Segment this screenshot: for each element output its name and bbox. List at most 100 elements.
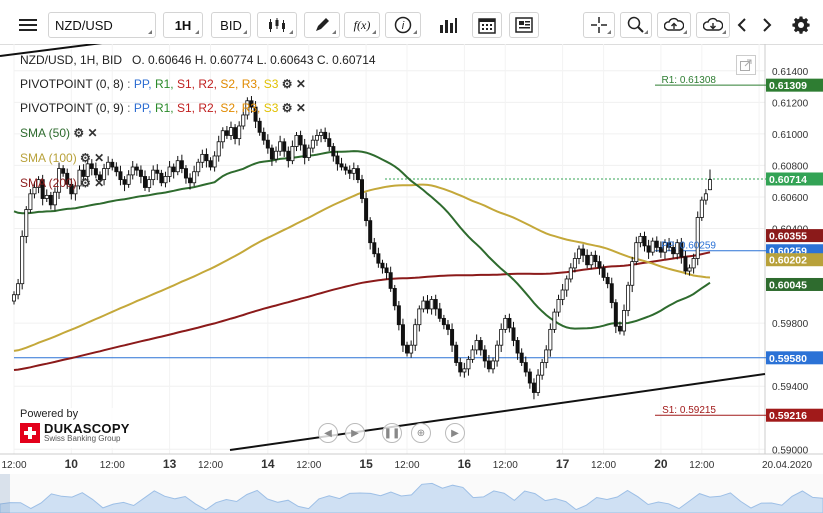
candlestick-icon[interactable] [257, 12, 297, 38]
candle-body [667, 242, 672, 248]
sma100-name: SMA (100) [20, 151, 77, 165]
price-label-box [766, 78, 823, 92]
candle-body [220, 130, 225, 143]
candle-body [392, 288, 397, 307]
sma50-close-icon[interactable]: ✕ [87, 126, 98, 140]
y-tick-label: 0.60600 [772, 193, 809, 204]
indicator-button[interactable]: f(x) [344, 12, 380, 38]
candle-body [458, 362, 463, 373]
side-select[interactable]: BID [211, 12, 251, 38]
pivot1-close-icon[interactable]: ✕ [295, 77, 306, 91]
candle-body [196, 161, 201, 173]
candle-body [216, 141, 221, 157]
pivot2-settings-icon[interactable]: ⚙ [281, 101, 293, 115]
pp-label: PP: 0.60259 [661, 241, 716, 252]
candle-body [622, 310, 627, 332]
newspaper-icon[interactable] [509, 12, 539, 38]
x-tick-label: 12:00 [395, 460, 420, 471]
price-label-box [766, 253, 823, 267]
y-tick-label: 0.61400 [772, 67, 809, 78]
candle-body [97, 174, 102, 181]
candle-body [536, 374, 541, 393]
candle-body [204, 153, 209, 162]
expand-icon[interactable] [736, 55, 756, 75]
candle-body [40, 179, 45, 199]
candle-body [298, 135, 303, 146]
candle-body [274, 150, 279, 160]
chevron-right-icon[interactable] [758, 12, 776, 38]
pivot-series-label: R3, [241, 77, 264, 91]
sma100-settings-icon[interactable]: ⚙ [80, 151, 91, 165]
toolbar: NZD/USD 1H BID f(x) i [0, 0, 823, 45]
bars-icon[interactable] [430, 12, 466, 38]
pivot2-legend: PIVOTPOINT (0, 9) : PP, R1, S1, R2, S2, … [20, 101, 306, 115]
candle-body [20, 235, 25, 285]
x-tick-label: 12:00 [591, 460, 616, 471]
candle-body [16, 283, 21, 296]
symbol-label: NZD/USD [55, 17, 113, 33]
candle-body [421, 300, 426, 310]
candle-body [675, 242, 680, 255]
cloud-download-icon[interactable] [696, 12, 730, 38]
candle-body [572, 258, 577, 269]
candle-body [396, 305, 401, 326]
pause-icon[interactable]: ❚❚ [382, 423, 402, 443]
sma50-settings-icon[interactable]: ⚙ [73, 126, 85, 140]
x-tick-label: 12:00 [198, 460, 223, 471]
pencil-icon[interactable] [304, 12, 340, 38]
candle-body [65, 172, 70, 185]
sma100-legend: SMA (100) ⚙ ✕ [20, 151, 104, 165]
candle-body [601, 267, 606, 278]
candle-body [327, 138, 332, 147]
x-tick-label: 13 [163, 457, 177, 471]
info-icon[interactable]: i [385, 12, 421, 38]
candle-body [282, 141, 287, 152]
candle-body [253, 106, 258, 122]
candle-body [560, 289, 565, 300]
rewind-icon[interactable]: ◀ [318, 423, 338, 443]
zoom-icon[interactable] [620, 12, 652, 38]
candle-body [323, 131, 328, 140]
price-label-text: 0.59580 [769, 353, 807, 365]
calendar-icon[interactable] [472, 12, 502, 38]
zoom-in-icon[interactable]: ⊕ [411, 423, 431, 443]
pivot2-close-icon[interactable]: ✕ [295, 101, 306, 115]
candle-body [143, 176, 148, 188]
candle-body [413, 324, 418, 346]
time-axis: 12:00 10 12:00 13 12:00 14 12:00 15 12:00 16 12:00… [1, 457, 812, 471]
crosshair-icon[interactable] [583, 12, 615, 38]
candle-body [703, 193, 708, 201]
candle-body [261, 131, 266, 141]
sma200-settings-icon[interactable]: ⚙ [80, 176, 91, 190]
symbol-select[interactable]: NZD/USD [48, 12, 156, 38]
chevron-left-icon[interactable] [733, 12, 751, 38]
candle-body [32, 187, 37, 195]
play-icon[interactable]: ▶ [345, 423, 365, 443]
forward-icon[interactable]: ▶ [445, 423, 465, 443]
candle-body [658, 247, 663, 253]
sma200-line [13, 251, 711, 371]
candles [11, 96, 713, 400]
gear-icon[interactable] [788, 12, 814, 38]
candle-body [503, 317, 508, 330]
candle-body [544, 349, 549, 363]
cloud-upload-icon[interactable] [657, 12, 691, 38]
candle-body [28, 193, 33, 210]
candle-body [441, 317, 446, 326]
period-select[interactable]: 1H [163, 12, 203, 38]
candle-body [118, 171, 123, 181]
s1-label: S1: 0.59215 [662, 405, 716, 416]
candle-body [613, 302, 618, 327]
candle-body [478, 340, 483, 351]
sma200-close-icon[interactable]: ✕ [94, 176, 105, 190]
pivot1-settings-icon[interactable]: ⚙ [281, 77, 293, 91]
pivot-series-label: S3 [263, 77, 282, 91]
price-chart[interactable]: 0.614000.612000.610000.608000.606000.604… [0, 44, 823, 513]
navigator-window [0, 474, 10, 513]
hamburger-icon[interactable] [16, 12, 40, 38]
candle-body [335, 155, 340, 165]
sma100-close-icon[interactable]: ✕ [94, 151, 105, 165]
candle-body [269, 147, 274, 160]
candle-body [527, 371, 532, 384]
y-tick-label: 0.59400 [772, 382, 809, 393]
